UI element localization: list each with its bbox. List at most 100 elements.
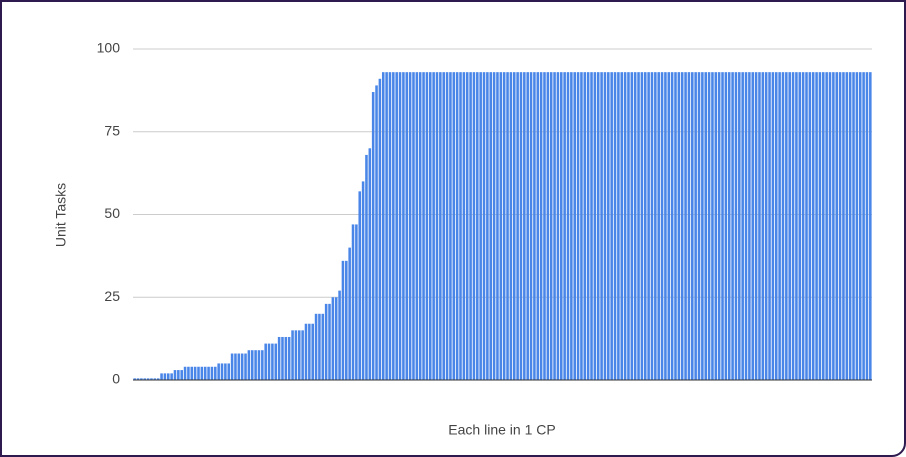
bar [462, 72, 466, 381]
bar [267, 343, 271, 380]
bar [855, 72, 859, 381]
bar [220, 363, 224, 380]
bar [798, 72, 802, 381]
bar [405, 72, 409, 381]
bar [244, 353, 247, 380]
bar [808, 72, 812, 381]
bar [828, 72, 832, 381]
bar [499, 72, 503, 381]
bar [838, 72, 842, 381]
bar [351, 224, 355, 380]
bar [580, 72, 583, 381]
bar [345, 260, 348, 380]
bar [516, 72, 519, 381]
bar [758, 72, 761, 381]
bar [361, 181, 365, 380]
bar [163, 373, 167, 380]
bar [311, 323, 314, 380]
bar [549, 72, 553, 381]
bar [768, 72, 771, 381]
bar [627, 72, 630, 381]
bar [583, 72, 587, 381]
y-tick-label: 75 [104, 122, 120, 138]
bar [177, 370, 180, 380]
bar [338, 290, 341, 380]
bar [371, 92, 375, 380]
bar [529, 72, 533, 381]
bar [680, 72, 684, 381]
bar [439, 72, 442, 381]
bar [234, 353, 237, 380]
bar [825, 72, 828, 381]
bar [415, 72, 419, 381]
bar [187, 366, 190, 380]
bar [277, 336, 281, 380]
bar [623, 72, 627, 381]
bar [603, 72, 607, 381]
bar [539, 72, 543, 381]
bar [617, 72, 620, 381]
bar [754, 72, 758, 381]
bar [287, 336, 291, 380]
bar [449, 72, 452, 381]
bar [586, 72, 590, 381]
bar [566, 72, 570, 381]
bar [832, 72, 835, 381]
y-tick-label: 0 [112, 371, 120, 387]
bar [412, 72, 415, 381]
bar [506, 72, 509, 381]
bar [570, 72, 573, 381]
bar [848, 72, 852, 381]
bar [392, 72, 395, 381]
x-axis-label: Each line in 1 CP [448, 422, 555, 438]
bar [687, 72, 691, 381]
bar [388, 72, 392, 381]
bar [862, 72, 865, 381]
bar [482, 72, 486, 381]
bar [842, 72, 845, 381]
bar [318, 313, 321, 380]
bar [633, 72, 637, 381]
bar [509, 72, 513, 381]
bar [150, 378, 153, 380]
bar [170, 373, 173, 380]
bar [250, 350, 254, 380]
bar [533, 72, 536, 381]
bar [684, 72, 687, 381]
bar [573, 72, 576, 381]
bar [563, 72, 566, 381]
bar [301, 330, 304, 380]
bar [734, 72, 738, 381]
bar [835, 72, 839, 381]
bar [455, 72, 459, 381]
bar [418, 72, 422, 381]
bar [395, 72, 398, 381]
bar [670, 72, 674, 381]
bar [469, 72, 472, 381]
bar [845, 72, 849, 381]
bar [314, 313, 318, 380]
bar [425, 72, 429, 381]
bar [707, 72, 711, 381]
bar [435, 72, 439, 381]
bar [630, 72, 634, 381]
bar [697, 72, 701, 381]
bar [751, 72, 755, 381]
bar [576, 72, 580, 381]
bar [536, 72, 540, 381]
bar [791, 72, 795, 381]
bar [667, 72, 671, 381]
bar [230, 353, 234, 380]
bar [613, 72, 617, 381]
bar [452, 72, 456, 381]
bar [724, 72, 728, 381]
bar [741, 72, 744, 381]
bar [264, 343, 267, 380]
bar [744, 72, 748, 381]
bar [647, 72, 650, 381]
bar [761, 72, 765, 381]
bar [133, 378, 136, 380]
bar [385, 72, 388, 381]
bar [365, 154, 368, 380]
